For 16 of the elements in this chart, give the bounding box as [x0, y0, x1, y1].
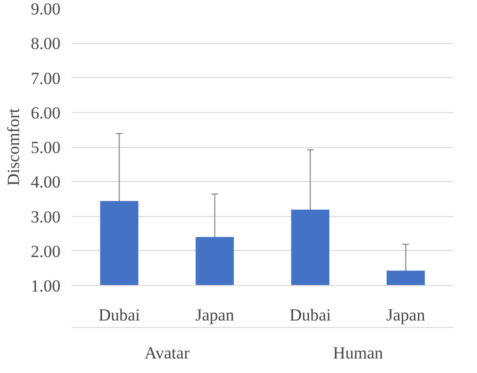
x-tick-label: Dubai [98, 306, 140, 324]
text: Human [332, 344, 384, 362]
y-tick-label: 1.00 [30, 276, 60, 296]
y-tick-label: 4.00 [30, 172, 60, 192]
x-tick-label: Dubai [289, 306, 332, 324]
x-tick-label: Japan [195, 306, 235, 324]
y-tick-label: 6.00 [30, 103, 60, 122]
y-axis-title: Discomfort [4, 108, 23, 186]
x-tick-label: Japan [386, 306, 426, 324]
y-tick-label: 3.00 [30, 207, 60, 226]
text: Avatar [144, 344, 190, 362]
y-tick-label: 2.00 [30, 242, 60, 261]
y-tick-label: 8.00 [30, 34, 60, 54]
y-tick-label: 7.00 [30, 68, 60, 88]
y-tick-label: 5.00 [30, 138, 60, 157]
y-tick-label: 9.00 [30, 0, 60, 18]
